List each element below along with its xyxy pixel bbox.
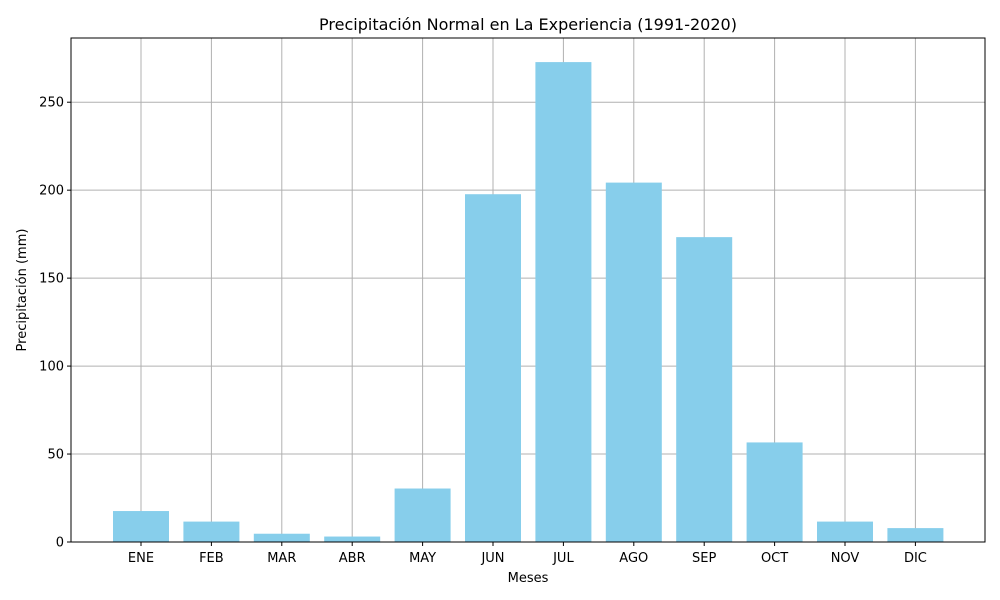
x-axis-label: Meses bbox=[508, 571, 549, 586]
x-tick-label-feb: FEB bbox=[199, 551, 224, 566]
axis-ticks: 0 50 100 150 200 250 ENE FEB MAR ABR MAY JUN JUL AGO S… bbox=[39, 96, 927, 566]
x-tick-label-dic: DIC bbox=[904, 551, 927, 566]
y-tick-label: 50 bbox=[47, 448, 64, 463]
bar-feb bbox=[183, 521, 240, 542]
x-tick-label-abr: ABR bbox=[339, 551, 366, 566]
y-tick-label: 150 bbox=[39, 272, 64, 287]
x-tick-label-mar: MAR bbox=[267, 551, 296, 566]
x-tick-label-nov: NOV bbox=[831, 551, 860, 566]
x-tick-label-may: MAY bbox=[409, 551, 436, 566]
bar-abr bbox=[324, 536, 381, 542]
x-tick-label-sep: SEP bbox=[692, 551, 716, 566]
y-tick-label: 250 bbox=[39, 96, 64, 111]
x-tick-label-jun: JUN bbox=[480, 551, 504, 566]
bar-jun bbox=[465, 194, 521, 542]
bar-dic bbox=[887, 528, 944, 542]
y-tick-label: 100 bbox=[39, 360, 64, 375]
y-tick-label: 0 bbox=[56, 536, 64, 551]
y-axis-label: Precipitación (mm) bbox=[15, 229, 30, 352]
bars bbox=[113, 62, 944, 542]
x-tick-label-ago: AGO bbox=[619, 551, 648, 566]
bar-nov bbox=[817, 521, 873, 542]
chart-title: Precipitación Normal en La Experiencia (… bbox=[319, 15, 737, 34]
plot-frame bbox=[70, 37, 986, 543]
grid-lines bbox=[71, 38, 985, 543]
x-tick-label-jul: JUL bbox=[552, 551, 574, 566]
y-tick-label: 200 bbox=[39, 184, 64, 199]
x-tick-label-ene: ENE bbox=[128, 551, 154, 566]
bar-may bbox=[394, 488, 451, 542]
x-tick-label-oct: OCT bbox=[761, 551, 788, 566]
bar-jul bbox=[535, 62, 592, 542]
bar-mar bbox=[253, 533, 310, 542]
bar-ene bbox=[113, 511, 169, 542]
bar-ago bbox=[605, 182, 662, 542]
bar-oct bbox=[746, 442, 803, 542]
bar-sep bbox=[676, 237, 733, 542]
